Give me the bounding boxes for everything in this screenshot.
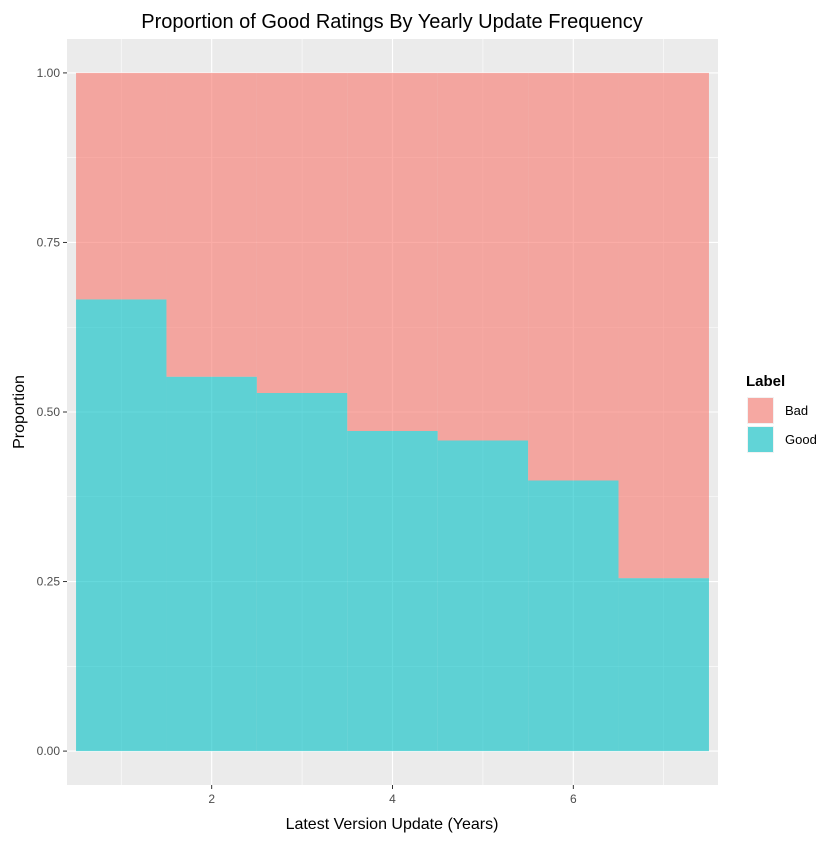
bar-bad — [618, 72, 709, 579]
legend-label-bad: Bad — [785, 403, 808, 418]
x-tick-label: 2 — [208, 792, 215, 806]
bar-bad — [76, 72, 167, 300]
y-tick-label: 0.25 — [37, 575, 61, 589]
bar-good — [166, 376, 257, 752]
bar-bad — [347, 72, 438, 431]
x-tick-label: 4 — [389, 792, 396, 806]
bar-good — [76, 299, 167, 752]
bar-good — [256, 393, 348, 752]
y-tick-label: 1.00 — [37, 66, 61, 80]
chart-title: Proportion of Good Ratings By Yearly Upd… — [141, 11, 642, 33]
bar-bad — [437, 72, 529, 441]
y-axis-label: Proportion — [11, 375, 28, 449]
bar-good — [618, 578, 709, 752]
x-tick-label: 6 — [570, 792, 577, 806]
legend-key-good — [748, 427, 773, 452]
x-axis-ticks: 2 4 6 — [208, 785, 577, 806]
legend-label-good: Good — [785, 432, 817, 447]
bars — [76, 72, 709, 752]
bar-bad — [166, 72, 257, 377]
y-axis-ticks: 0.00 0.25 0.50 0.75 1.00 — [37, 66, 67, 758]
bar-bad — [528, 72, 619, 481]
bar-good — [437, 440, 529, 752]
legend-entries: Bad Good — [747, 397, 817, 453]
legend-title: Label — [746, 373, 785, 390]
y-tick-label: 0.00 — [37, 744, 61, 758]
legend-key-bad — [748, 398, 773, 423]
bar-bad — [256, 72, 348, 394]
bar-good — [528, 480, 619, 752]
y-tick-label: 0.75 — [37, 235, 61, 249]
x-axis-label: Latest Version Update (Years) — [286, 816, 499, 833]
bar-good — [347, 430, 438, 752]
legend: Label Bad Good — [746, 373, 817, 453]
y-tick-label: 0.50 — [37, 405, 61, 419]
